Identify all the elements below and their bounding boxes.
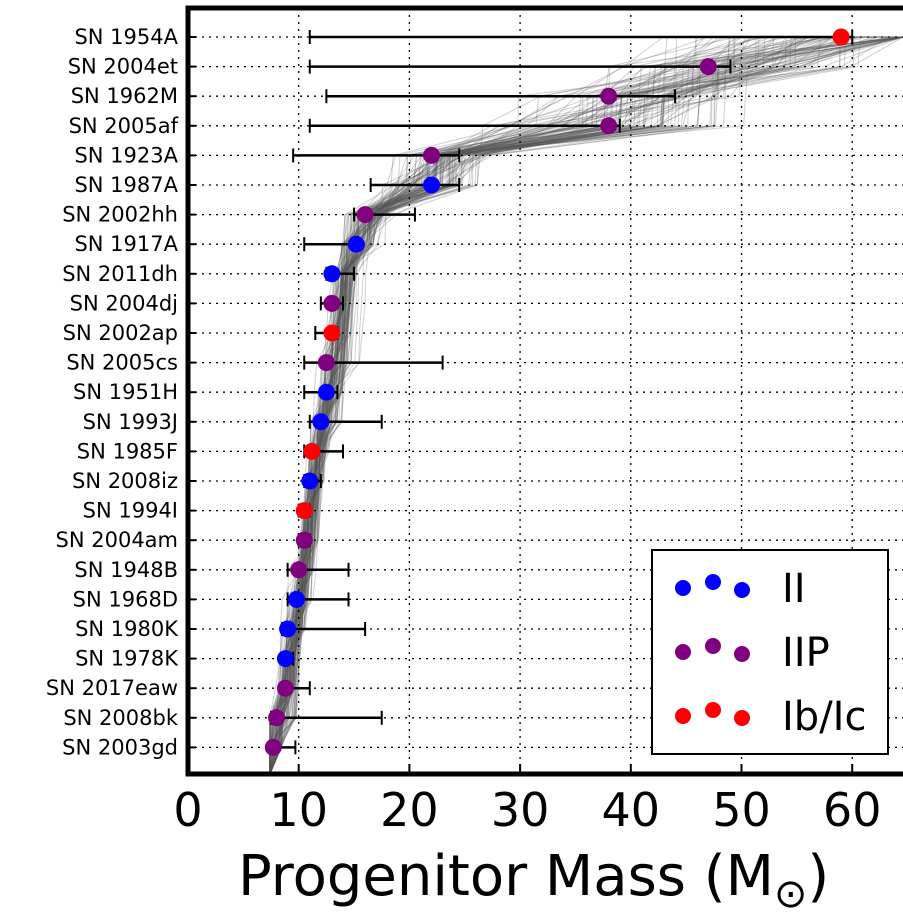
legend-marker [705,574,721,590]
sample-trace [269,36,903,775]
y-tick-label: SN 1985F [77,439,178,463]
y-tick-label: SN 1917A [74,232,178,256]
legend-marker [705,702,721,718]
data-point [317,383,335,401]
y-tick-label: SN 2008iz [72,469,178,493]
x-tick-label: 40 [602,783,661,837]
x-axis-label: Progenitor Mass (M⊙) [238,844,829,914]
data-point [323,294,341,312]
sun-symbol: ⊙ [774,871,808,914]
data-point [276,650,294,668]
data-point [290,561,308,579]
y-tick-label: SN 1994I [83,499,178,523]
x-tick-label: 20 [380,783,439,837]
legend-marker [734,582,750,598]
y-tick-label: SN 1954A [74,25,178,49]
data-point [323,265,341,283]
x-tick-label: 10 [269,783,328,837]
sample-trace [269,36,903,774]
legend-marker [734,710,750,726]
data-point [600,87,618,105]
data-point [423,146,441,164]
y-tick-label: SN 2017eaw [46,676,178,700]
x-tick-label: 30 [491,783,550,837]
sample-trace [269,36,903,775]
y-tick-label: SN 1980K [75,617,179,641]
data-point [347,235,365,253]
data-point [832,28,850,46]
legend-label: II [782,566,806,612]
data-point [303,442,321,460]
y-tick-label: SN 1923A [74,143,178,167]
sample-trace [269,36,903,774]
data-point [264,738,282,756]
y-tick-label: SN 2002ap [63,321,178,345]
y-tick-label: SN 2005af [69,114,179,138]
sample-trace [269,36,903,774]
data-point [295,531,313,549]
y-tick-label: SN 1987A [74,173,178,197]
sample-trace [269,36,903,775]
x-axis-tick-labels: 0 10 20 30 40 50 60 [173,764,881,837]
y-tick-label: SN 2004dj [70,291,178,315]
y-tick-label: SN 2008bk [63,706,178,730]
sample-trace [269,36,903,775]
y-tick-label: SN 2002hh [62,203,178,227]
y-tick-label: SN 1948B [74,558,178,582]
x-tick-label: 0 [173,783,202,837]
sample-trace [269,36,903,775]
data-point [268,709,286,727]
data-point [317,354,335,372]
sample-trace [269,36,903,775]
data-point [323,324,341,342]
y-tick-label: SN 1968D [73,587,178,611]
sample-trace [269,36,903,775]
data-point [276,679,294,697]
y-tick-label: SN 2004am [56,528,178,552]
legend-box [651,549,889,755]
data-point [287,590,305,608]
data-point [699,58,717,76]
x-tick-label: 60 [823,783,882,837]
sample-trace [269,36,903,775]
legend-label: IIP [782,630,830,676]
sample-trace [269,36,903,775]
legend-marker [675,580,691,596]
plot-frame [185,5,903,777]
legend-marker [675,708,691,724]
legend-marker [675,644,691,660]
legend-marker [734,646,750,662]
y-tick-label: SN 1993J [83,410,178,434]
legend: II IIP Ib/Ic [651,549,889,755]
y-tick-label: SN 2004et [68,55,178,79]
data-point [423,176,441,194]
data-points [264,28,850,756]
y-tick-label: SN 1978K [75,647,179,671]
y-tick-label: SN 2005cs [66,351,178,375]
data-point [312,413,330,431]
y-tick-label: SN 1962M [71,84,178,108]
data-point [279,620,297,638]
data-point [295,502,313,520]
data-point [301,472,319,490]
y-tick-label: SN 1951H [73,380,178,404]
sample-trace [269,36,903,775]
y-tick-label: SN 2011dh [62,262,178,286]
x-tick-label: 50 [712,783,771,837]
legend-marker [705,638,721,654]
y-axis-tick-labels: SN 1954A SN 2004et SN 1962M SN 2005af SN 192… [46,25,196,759]
legend-label: Ib/Ic [782,694,866,740]
data-point [356,206,374,224]
y-tick-label: SN 2003gd [62,735,178,759]
data-point [600,117,618,135]
sample-trace [269,36,903,774]
sample-trace [269,36,903,774]
